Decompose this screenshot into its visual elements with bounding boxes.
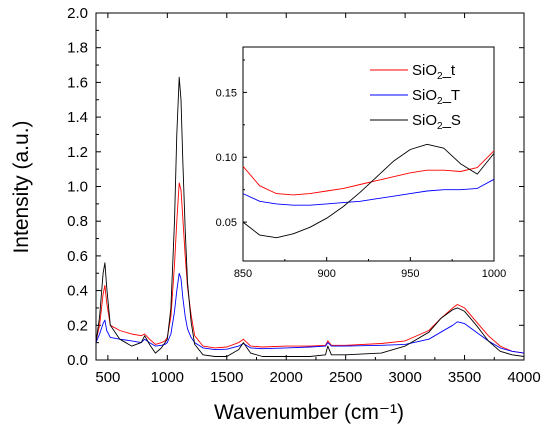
legend-prefix: SiO <box>412 87 437 104</box>
y-tick-label: 0.2 <box>67 317 88 334</box>
inset-series-line-S <box>242 143 495 239</box>
legend-prefix: SiO <box>412 62 437 79</box>
legend-suffix: _t <box>442 62 456 79</box>
x-tick-label: 4000 <box>507 369 540 386</box>
x-tick-label: 500 <box>95 369 120 386</box>
y-tick-label: 0.4 <box>67 283 88 300</box>
x-axis-title: Wavenumber (cm⁻¹) <box>214 401 404 424</box>
main-ticks <box>96 12 525 361</box>
y-axis-title: Intensity (a.u.) <box>10 120 33 253</box>
y-tick-label: 1.2 <box>67 144 88 161</box>
legend-prefix: SiO <box>412 112 437 129</box>
series-line-T <box>95 272 525 354</box>
inset-x-tick-label: 950 <box>401 268 419 280</box>
inset-series <box>242 143 495 239</box>
inset-x-tick-label: 1000 <box>482 268 506 280</box>
x-tick-label: 2500 <box>329 369 362 386</box>
y-tick-label: 0.8 <box>67 213 88 230</box>
inset-x-tick-label: 850 <box>234 268 252 280</box>
legend-suffix: _S <box>442 112 461 129</box>
inset-series-line-T <box>242 178 495 206</box>
legend-label-T: SiO2_T <box>412 87 460 107</box>
y-tick-label: 0.0 <box>67 352 88 369</box>
legend-label-t: SiO2_t <box>412 62 456 82</box>
legend-suffix: _T <box>442 87 461 104</box>
y-tick-label: 1.0 <box>67 179 88 196</box>
y-tick-label: 2.0 <box>67 5 88 22</box>
y-tick-label: 1.6 <box>67 74 88 91</box>
x-tick-label: 2000 <box>270 369 303 386</box>
x-tick-label: 3500 <box>448 369 481 386</box>
x-tick-label: 1000 <box>151 369 184 386</box>
legend-subscript: 2 <box>437 96 443 107</box>
inset-y-tick-label: 0.15 <box>216 87 237 99</box>
inset-y-tick-label: 0.05 <box>216 217 237 229</box>
inset-plot-frame <box>242 46 495 262</box>
inset-tick-labels: 850 900 950 1000 0.05 0.10 0.15 <box>216 87 507 280</box>
legend-label-S: SiO2_S <box>412 112 461 132</box>
main-tick-labels: 500 1000 1500 2000 2500 3000 3500 4000 0.0 0.2 0.4… <box>67 5 541 386</box>
inset-y-tick-label: 0.10 <box>216 152 237 164</box>
main-series <box>95 76 525 357</box>
y-tick-label: 0.6 <box>67 248 88 265</box>
y-tick-label: 1.8 <box>67 40 88 57</box>
legend-subscript: 2 <box>437 71 443 82</box>
y-tick-label: 1.4 <box>67 109 88 126</box>
inset-series-line-t <box>242 150 495 196</box>
x-tick-label: 3000 <box>388 369 421 386</box>
legend-subscript: 2 <box>437 121 443 132</box>
x-tick-label: 1500 <box>210 369 243 386</box>
series-line-S <box>95 76 525 357</box>
inset-x-tick-label: 900 <box>317 268 335 280</box>
